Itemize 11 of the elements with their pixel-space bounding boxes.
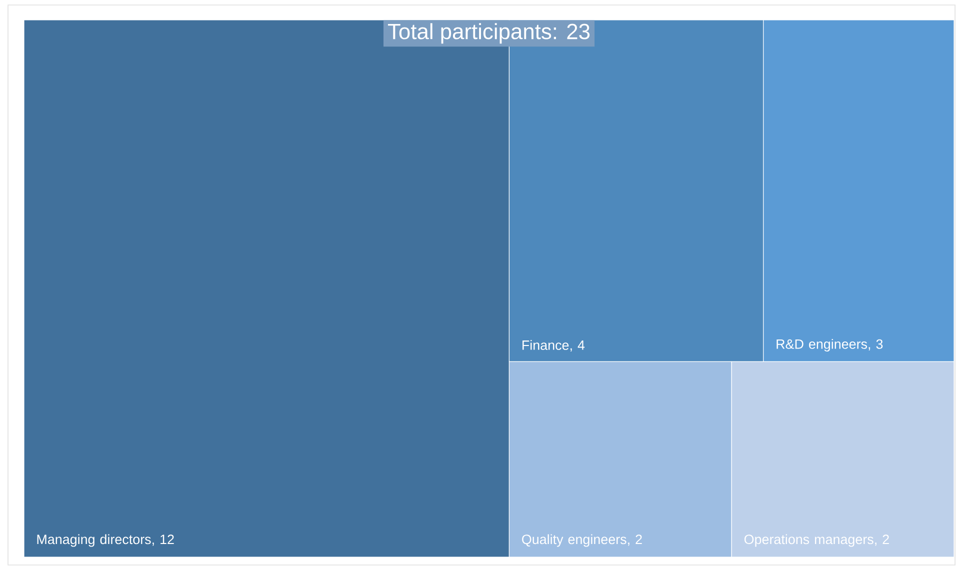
data-label: , 12 (152, 534, 174, 546)
data-label: , 2 (875, 534, 889, 546)
data-label: , 4 (570, 340, 585, 352)
data-label: , 2 (628, 534, 642, 546)
category-label: Quality engineers (522, 534, 626, 547)
text: Total participants: 23 (388, 23, 590, 44)
category-label: Operations managers (744, 534, 874, 547)
category-label: Finance (522, 340, 569, 350)
category-label: R&D engineers (776, 338, 868, 352)
data-label: , 3 (868, 339, 883, 350)
category-label: Managing directors (37, 534, 151, 547)
